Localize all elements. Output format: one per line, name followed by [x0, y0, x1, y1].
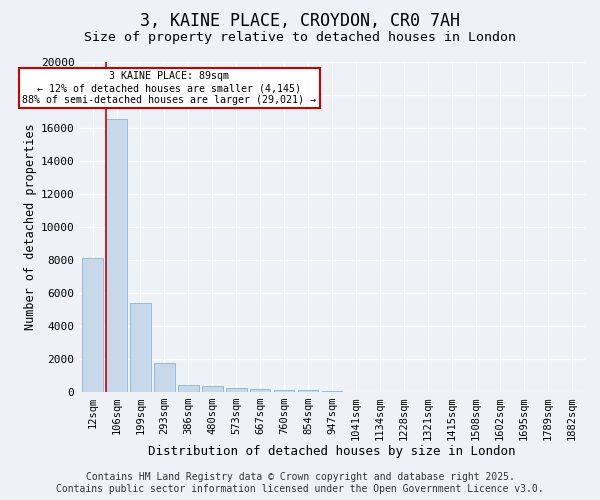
- Bar: [106, 120, 127, 392]
- Text: Contains HM Land Registry data © Crown copyright and database right 2025.
Contai: Contains HM Land Registry data © Crown c…: [56, 472, 544, 494]
- Text: Size of property relative to detached houses in London: Size of property relative to detached ho…: [84, 31, 516, 44]
- Bar: [82, 258, 103, 392]
- Text: 3, KAINE PLACE, CROYDON, CR0 7AH: 3, KAINE PLACE, CROYDON, CR0 7AH: [140, 12, 460, 30]
- Bar: [274, 390, 295, 392]
- Bar: [178, 385, 199, 392]
- Bar: [154, 363, 175, 392]
- Bar: [202, 386, 223, 392]
- Bar: [298, 390, 319, 392]
- Y-axis label: Number of detached properties: Number of detached properties: [23, 124, 37, 330]
- X-axis label: Distribution of detached houses by size in London: Distribution of detached houses by size …: [148, 444, 516, 458]
- Bar: [226, 388, 247, 392]
- Bar: [130, 302, 151, 392]
- Text: 3 KAINE PLACE: 89sqm
← 12% of detached houses are smaller (4,145)
88% of semi-de: 3 KAINE PLACE: 89sqm ← 12% of detached h…: [22, 72, 316, 104]
- Bar: [250, 389, 271, 392]
